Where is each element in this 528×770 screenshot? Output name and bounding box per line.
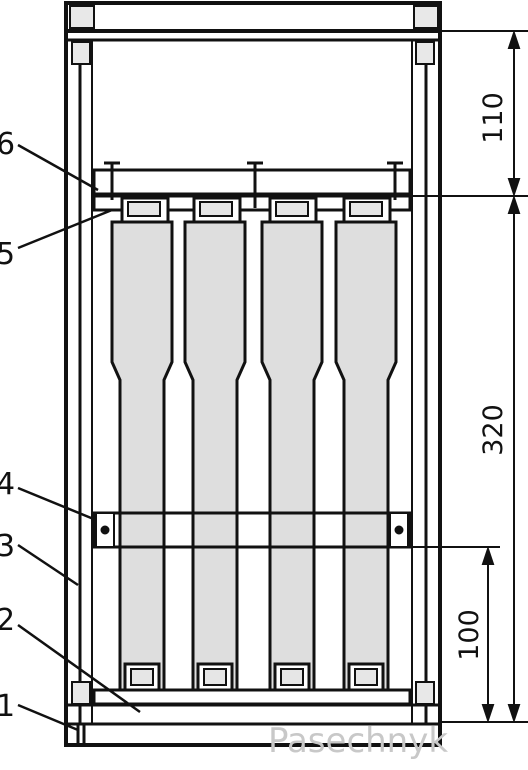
part-label-2: 2 [0,603,15,638]
leader-lines [17,143,141,732]
top-crossbar [92,161,412,208]
dimension-100: 100 [454,609,485,661]
bottom-bar [76,688,412,745]
watermark: Pasechnyk [268,721,448,761]
outer-body [64,29,442,747]
specimen-3 [260,220,324,692]
specimen-2 [183,220,247,692]
part-label-3: 3 [0,529,15,564]
specimen-4 [334,220,398,692]
dimension-lines [410,29,528,724]
dimension-320: 320 [478,404,509,456]
part-label-5: 5 [0,237,15,272]
dimension-110: 110 [478,92,509,144]
part-label-4: 4 [0,467,15,502]
corner-block-tr [413,5,439,29]
top-rail [64,1,442,33]
specimens [110,220,398,692]
specimen-1 [110,220,174,692]
clamp-row [92,194,412,224]
corner-block-tl [69,5,95,29]
part-label-6: 6 [0,127,15,162]
middle-crossbar [92,511,412,549]
frame [64,1,442,747]
part-label-1: 1 [0,689,15,724]
